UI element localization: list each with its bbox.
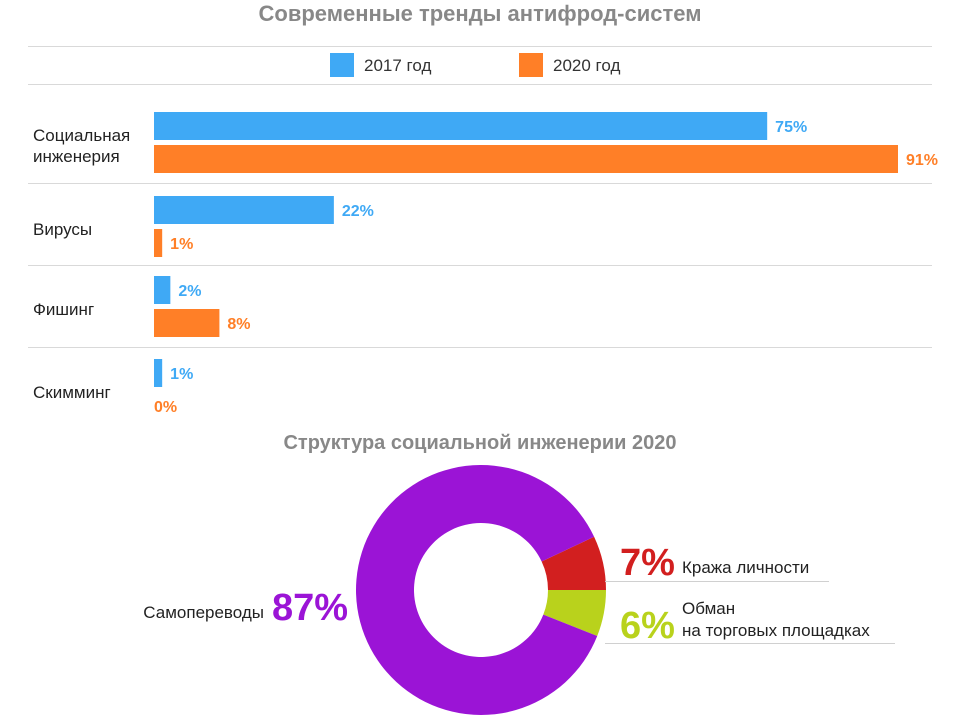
legend-swatch [330, 53, 354, 77]
data-label: 1% [170, 236, 193, 253]
bar [154, 145, 898, 173]
slice-value: 6% [620, 605, 675, 647]
bar [154, 112, 768, 140]
slice-value: 7% [620, 542, 675, 584]
category-label: Социальная инженерия [33, 126, 130, 166]
data-label: 2% [178, 283, 201, 300]
donut-chart-title: Структура социальной инженерии 2020 [283, 432, 677, 454]
bar [154, 196, 334, 224]
donut-slice [543, 590, 606, 637]
legend-label: 2017 год [364, 56, 431, 75]
donut-slice [356, 465, 598, 716]
slice-label: Кража личности [682, 558, 809, 577]
legend-swatch [519, 53, 543, 77]
data-label: 1% [170, 366, 193, 383]
legend-label: 2020 год [553, 56, 620, 75]
bar [154, 276, 171, 304]
bar [154, 359, 163, 387]
donut-slice [541, 536, 606, 590]
category-label: Вирусы [33, 220, 92, 239]
data-label: 75% [775, 119, 807, 136]
bar [154, 309, 220, 337]
slice-value: 87% [272, 587, 348, 629]
bar-chart: 2017 год 2020 год Социальная инженерия 75% 91… [28, 46, 938, 416]
slice-label: Самопереводы [143, 603, 264, 622]
data-label: 22% [342, 203, 374, 220]
bar-chart-title: Современные тренды антифрод-систем [258, 1, 702, 26]
category-label: Скимминг [33, 383, 111, 402]
data-label: 8% [227, 316, 250, 333]
data-label: 91% [906, 152, 938, 169]
category-label: Фишинг [33, 300, 94, 319]
data-label: 0% [154, 399, 177, 416]
bar [154, 229, 163, 257]
slice-label: Обман на торговых площадках [682, 599, 870, 640]
